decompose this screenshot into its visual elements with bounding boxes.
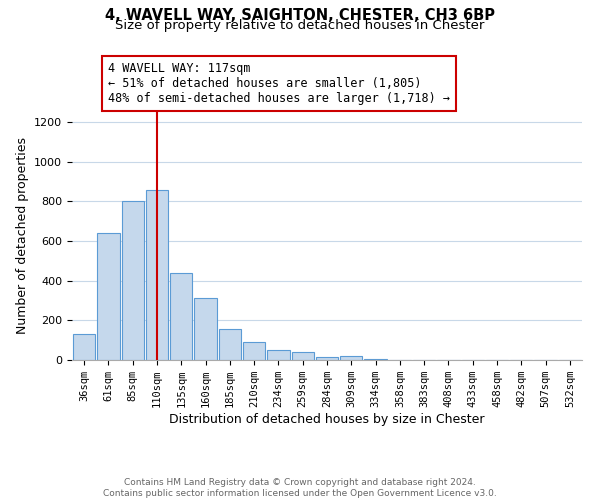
Bar [267,350,290,360]
Text: 4 WAVELL WAY: 117sqm
← 51% of detached houses are smaller (1,805)
48% of semi-de: 4 WAVELL WAY: 117sqm ← 51% of detached h… [108,62,450,105]
Bar [170,272,193,360]
Bar [218,329,241,360]
Bar [122,202,144,360]
Bar [292,352,314,360]
Bar [243,342,265,360]
Bar [194,298,217,360]
Text: Contains HM Land Registry data © Crown copyright and database right 2024.
Contai: Contains HM Land Registry data © Crown c… [103,478,497,498]
Bar [73,334,95,360]
Bar [97,233,119,360]
Text: Size of property relative to detached houses in Chester: Size of property relative to detached ho… [115,19,485,32]
Bar [364,359,387,360]
X-axis label: Distribution of detached houses by size in Chester: Distribution of detached houses by size … [169,413,485,426]
Bar [146,190,168,360]
Text: 4, WAVELL WAY, SAIGHTON, CHESTER, CH3 6BP: 4, WAVELL WAY, SAIGHTON, CHESTER, CH3 6B… [105,8,495,22]
Bar [316,357,338,360]
Bar [340,356,362,360]
Y-axis label: Number of detached properties: Number of detached properties [16,136,29,334]
